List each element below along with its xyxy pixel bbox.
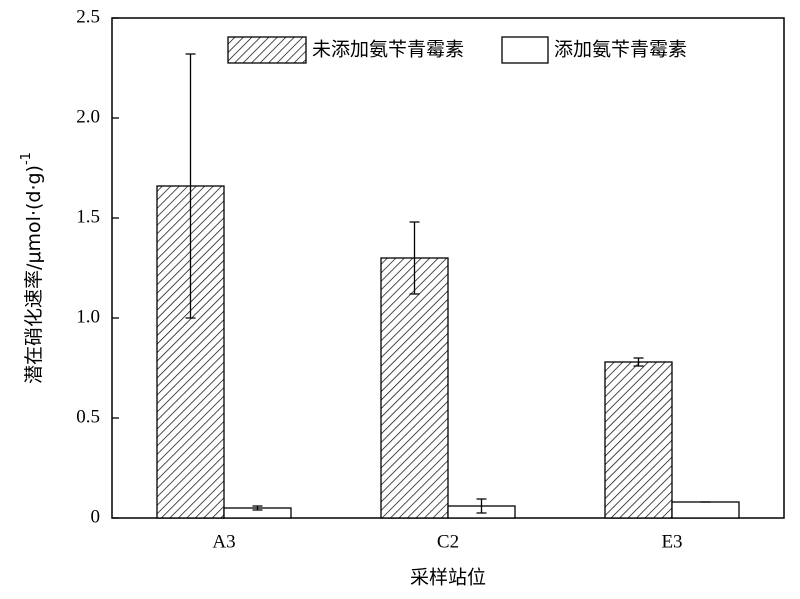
y-tick-label: 1.5 — [76, 206, 100, 227]
legend-label: 未添加氨苄青霉素 — [312, 39, 464, 61]
x-tick-label: E3 — [661, 531, 682, 552]
bar — [671, 501, 740, 519]
y-tick-label: 2.0 — [76, 106, 100, 127]
legend-swatch — [227, 36, 307, 64]
bar — [380, 257, 449, 519]
y-label-main: 潜在硝化速率/μmol·(d·g) — [23, 165, 45, 384]
error-bar — [185, 53, 196, 319]
y-axis-label: 潜在硝化速率/μmol·(d·g)-1 — [19, 152, 45, 384]
y-tick-label: 0.5 — [76, 406, 100, 427]
y-tick-label: 2.5 — [76, 6, 100, 27]
error-bar — [476, 498, 487, 514]
y-tick-label: 1.0 — [76, 306, 100, 327]
x-axis-label: 采样站位 — [410, 567, 486, 589]
x-tick-label: C2 — [437, 531, 459, 552]
error-bar — [252, 505, 263, 511]
error-bar — [633, 357, 644, 367]
y-label-sup: -1 — [19, 152, 34, 165]
error-bar — [409, 221, 420, 295]
x-tick-label: A3 — [212, 531, 235, 552]
bar — [604, 361, 673, 519]
legend-swatch — [501, 36, 549, 64]
legend-label: 添加氨苄青霉素 — [554, 39, 687, 61]
y-tick-label: 0 — [91, 506, 101, 527]
